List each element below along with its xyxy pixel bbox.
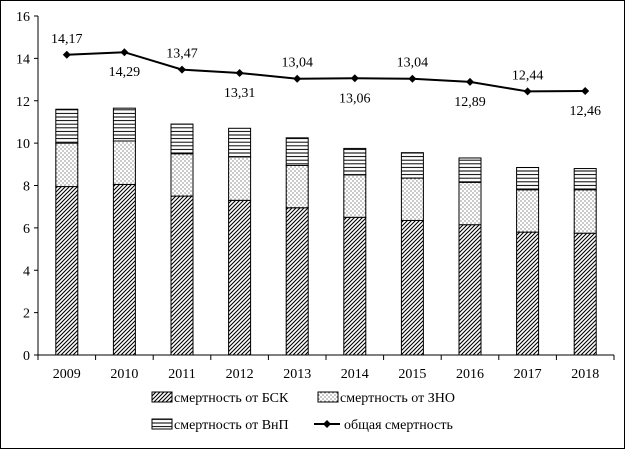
- legend-label: смертность от ВнП: [174, 418, 289, 433]
- y-tick-label: 10: [16, 137, 30, 152]
- y-tick-label: 2: [23, 307, 30, 322]
- total-mortality-marker: [178, 65, 186, 74]
- bar-segment-bsk: [112, 183, 136, 356]
- y-tick-label: 4: [23, 264, 30, 279]
- x-tick-label: 2017: [514, 367, 542, 382]
- total-mortality-marker: [235, 68, 244, 77]
- bar-segment-bsk: [343, 216, 367, 356]
- bar-segment-zno: [458, 181, 482, 226]
- bar-segment-bsk: [458, 224, 482, 356]
- bar-segment-zno: [285, 164, 309, 209]
- total-mortality-marker: [350, 74, 359, 83]
- total-mortality-marker: [466, 77, 474, 86]
- bar-segment-zno: [55, 142, 79, 188]
- total-mortality-marker: [120, 48, 129, 57]
- total-mortality-marker: [408, 74, 417, 83]
- data-label: 13,04: [281, 56, 313, 71]
- bar-segment-bsk: [228, 199, 252, 356]
- total-mortality-marker: [293, 74, 302, 83]
- x-tick-label: 2011: [168, 367, 195, 382]
- bar-segment-vnp: [343, 147, 367, 176]
- x-tick-label: 2015: [398, 367, 426, 382]
- axes-group: 0 2 4 6 8 10 12 14 16 2009 2010 2011 2012 2013 2014 201…: [16, 10, 615, 382]
- data-label: 14,29: [109, 65, 141, 80]
- bar-segment-zno: [343, 174, 367, 218]
- bar-segment-vnp: [458, 157, 482, 183]
- legend-swatch: [317, 391, 339, 403]
- bar-segment-bsk: [573, 232, 597, 356]
- bar-segment-zno: [112, 140, 136, 185]
- x-tick-label: 2018: [571, 367, 599, 382]
- bar-segment-zno: [516, 189, 540, 233]
- bar-segment-vnp: [285, 137, 309, 166]
- bar-segment-zno: [573, 189, 597, 234]
- data-label: 13,31: [224, 86, 256, 101]
- y-tick-label: 8: [23, 180, 30, 195]
- bar-segment-vnp: [400, 152, 424, 179]
- data-label: 12,44: [512, 68, 544, 83]
- legend: смертность от БСК смертность от ЗНО смертн…: [151, 391, 455, 433]
- bar-segment-bsk: [285, 207, 309, 356]
- bar-segment-vnp: [112, 107, 136, 142]
- bar-segment-vnp: [516, 166, 540, 191]
- bar-segment-vnp: [573, 168, 597, 191]
- bar-segment-zno: [170, 153, 194, 197]
- bar-segment-bsk: [55, 186, 79, 356]
- data-label: 14,17: [51, 32, 83, 47]
- bar-segment-bsk: [516, 231, 540, 356]
- y-tick-label: 14: [16, 52, 30, 67]
- bar-segment-bsk: [400, 219, 424, 356]
- total-mortality-marker: [523, 87, 532, 96]
- y-tick-label: 12: [16, 95, 30, 110]
- bars-group: [55, 107, 597, 356]
- total-mortality-marker: [62, 50, 71, 59]
- y-tick-label: 0: [23, 349, 30, 364]
- x-tick-label: 2010: [110, 367, 138, 382]
- data-label: 13,04: [397, 56, 429, 71]
- data-label: 13,06: [339, 91, 371, 106]
- bar-segment-vnp: [228, 127, 252, 158]
- total-line-group: 14,17 14,29 13,47 13,31 13,04 13,06 13,04 12,89…: [51, 32, 601, 119]
- bar-segment-zno: [400, 177, 424, 221]
- legend-swatch: [151, 391, 173, 403]
- bar-segment-bsk: [170, 195, 194, 356]
- x-tick-label: 2016: [456, 367, 484, 382]
- y-tick-label: 6: [23, 222, 30, 237]
- legend-label: смертность от ЗНО: [340, 391, 455, 406]
- bar-segment-vnp: [170, 123, 194, 155]
- legend-label: смертность от БСК: [174, 391, 289, 406]
- data-label: 12,46: [569, 104, 601, 119]
- total-mortality-line: [66, 51, 586, 93]
- x-tick-label: 2014: [341, 367, 369, 382]
- legend-swatch: [151, 418, 173, 430]
- data-label: 12,89: [454, 95, 486, 110]
- total-mortality-marker: [581, 87, 590, 96]
- x-tick-label: 2012: [226, 367, 254, 382]
- legend-label: общая смертность: [344, 418, 453, 433]
- data-label: 13,47: [166, 47, 198, 62]
- legend-diamond-marker: [323, 420, 331, 428]
- y-tick-label: 16: [16, 10, 30, 25]
- x-tick-label: 2009: [53, 367, 81, 382]
- bar-segment-vnp: [55, 108, 79, 144]
- x-tick-label: 2013: [283, 367, 311, 382]
- bar-segment-zno: [228, 156, 252, 201]
